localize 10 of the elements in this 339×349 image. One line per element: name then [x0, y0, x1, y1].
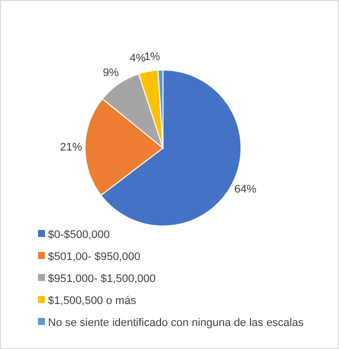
data-label: 4%	[130, 52, 146, 65]
legend-label: $0-$500,000	[48, 228, 110, 241]
legend-label: $1,500,500 o más	[48, 294, 137, 307]
legend-label: $501,00- $950,000	[48, 250, 140, 263]
legend-label: $951,000- $1,500,000	[48, 272, 156, 285]
legend-label: No se siente identificado con ninguna de las escalas	[48, 316, 304, 329]
data-label: 64%	[234, 184, 257, 196]
data-label: 21%	[60, 141, 82, 154]
data-label: 1%	[144, 50, 160, 63]
data-label: 9%	[102, 67, 119, 80]
